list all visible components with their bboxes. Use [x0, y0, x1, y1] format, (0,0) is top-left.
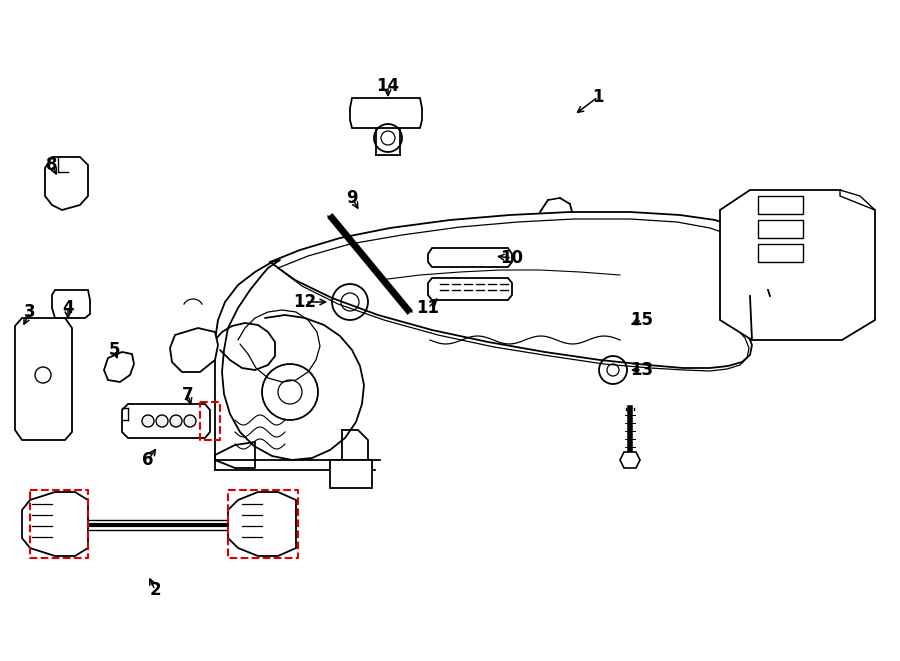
Polygon shape: [170, 328, 218, 372]
Text: 5: 5: [109, 341, 121, 359]
Bar: [758, 220, 803, 238]
Circle shape: [142, 415, 154, 427]
Circle shape: [184, 415, 196, 427]
Circle shape: [156, 415, 168, 427]
Polygon shape: [428, 278, 512, 300]
Text: 14: 14: [376, 77, 400, 95]
Text: 1: 1: [592, 88, 604, 106]
Text: 13: 13: [630, 361, 653, 379]
Text: 8: 8: [46, 156, 58, 174]
Text: 6: 6: [142, 451, 154, 469]
Circle shape: [170, 415, 182, 427]
Polygon shape: [620, 452, 640, 468]
Text: 12: 12: [293, 293, 317, 311]
Text: 4: 4: [62, 299, 74, 317]
Bar: [758, 196, 803, 214]
Text: 2: 2: [149, 581, 161, 599]
Text: 7: 7: [182, 386, 194, 404]
Polygon shape: [104, 352, 134, 382]
Polygon shape: [45, 157, 88, 210]
Polygon shape: [15, 318, 72, 440]
Text: 9: 9: [346, 189, 358, 207]
Text: 11: 11: [417, 299, 439, 317]
Bar: [758, 244, 803, 262]
Text: 3: 3: [24, 303, 36, 321]
Bar: [330, 460, 372, 488]
Polygon shape: [122, 404, 210, 438]
Polygon shape: [52, 290, 90, 318]
Polygon shape: [350, 98, 422, 128]
Polygon shape: [720, 190, 875, 340]
Polygon shape: [22, 492, 88, 556]
Polygon shape: [840, 190, 875, 210]
Polygon shape: [428, 248, 512, 267]
Text: 15: 15: [631, 311, 653, 329]
Text: 10: 10: [500, 249, 524, 267]
Polygon shape: [228, 492, 296, 556]
